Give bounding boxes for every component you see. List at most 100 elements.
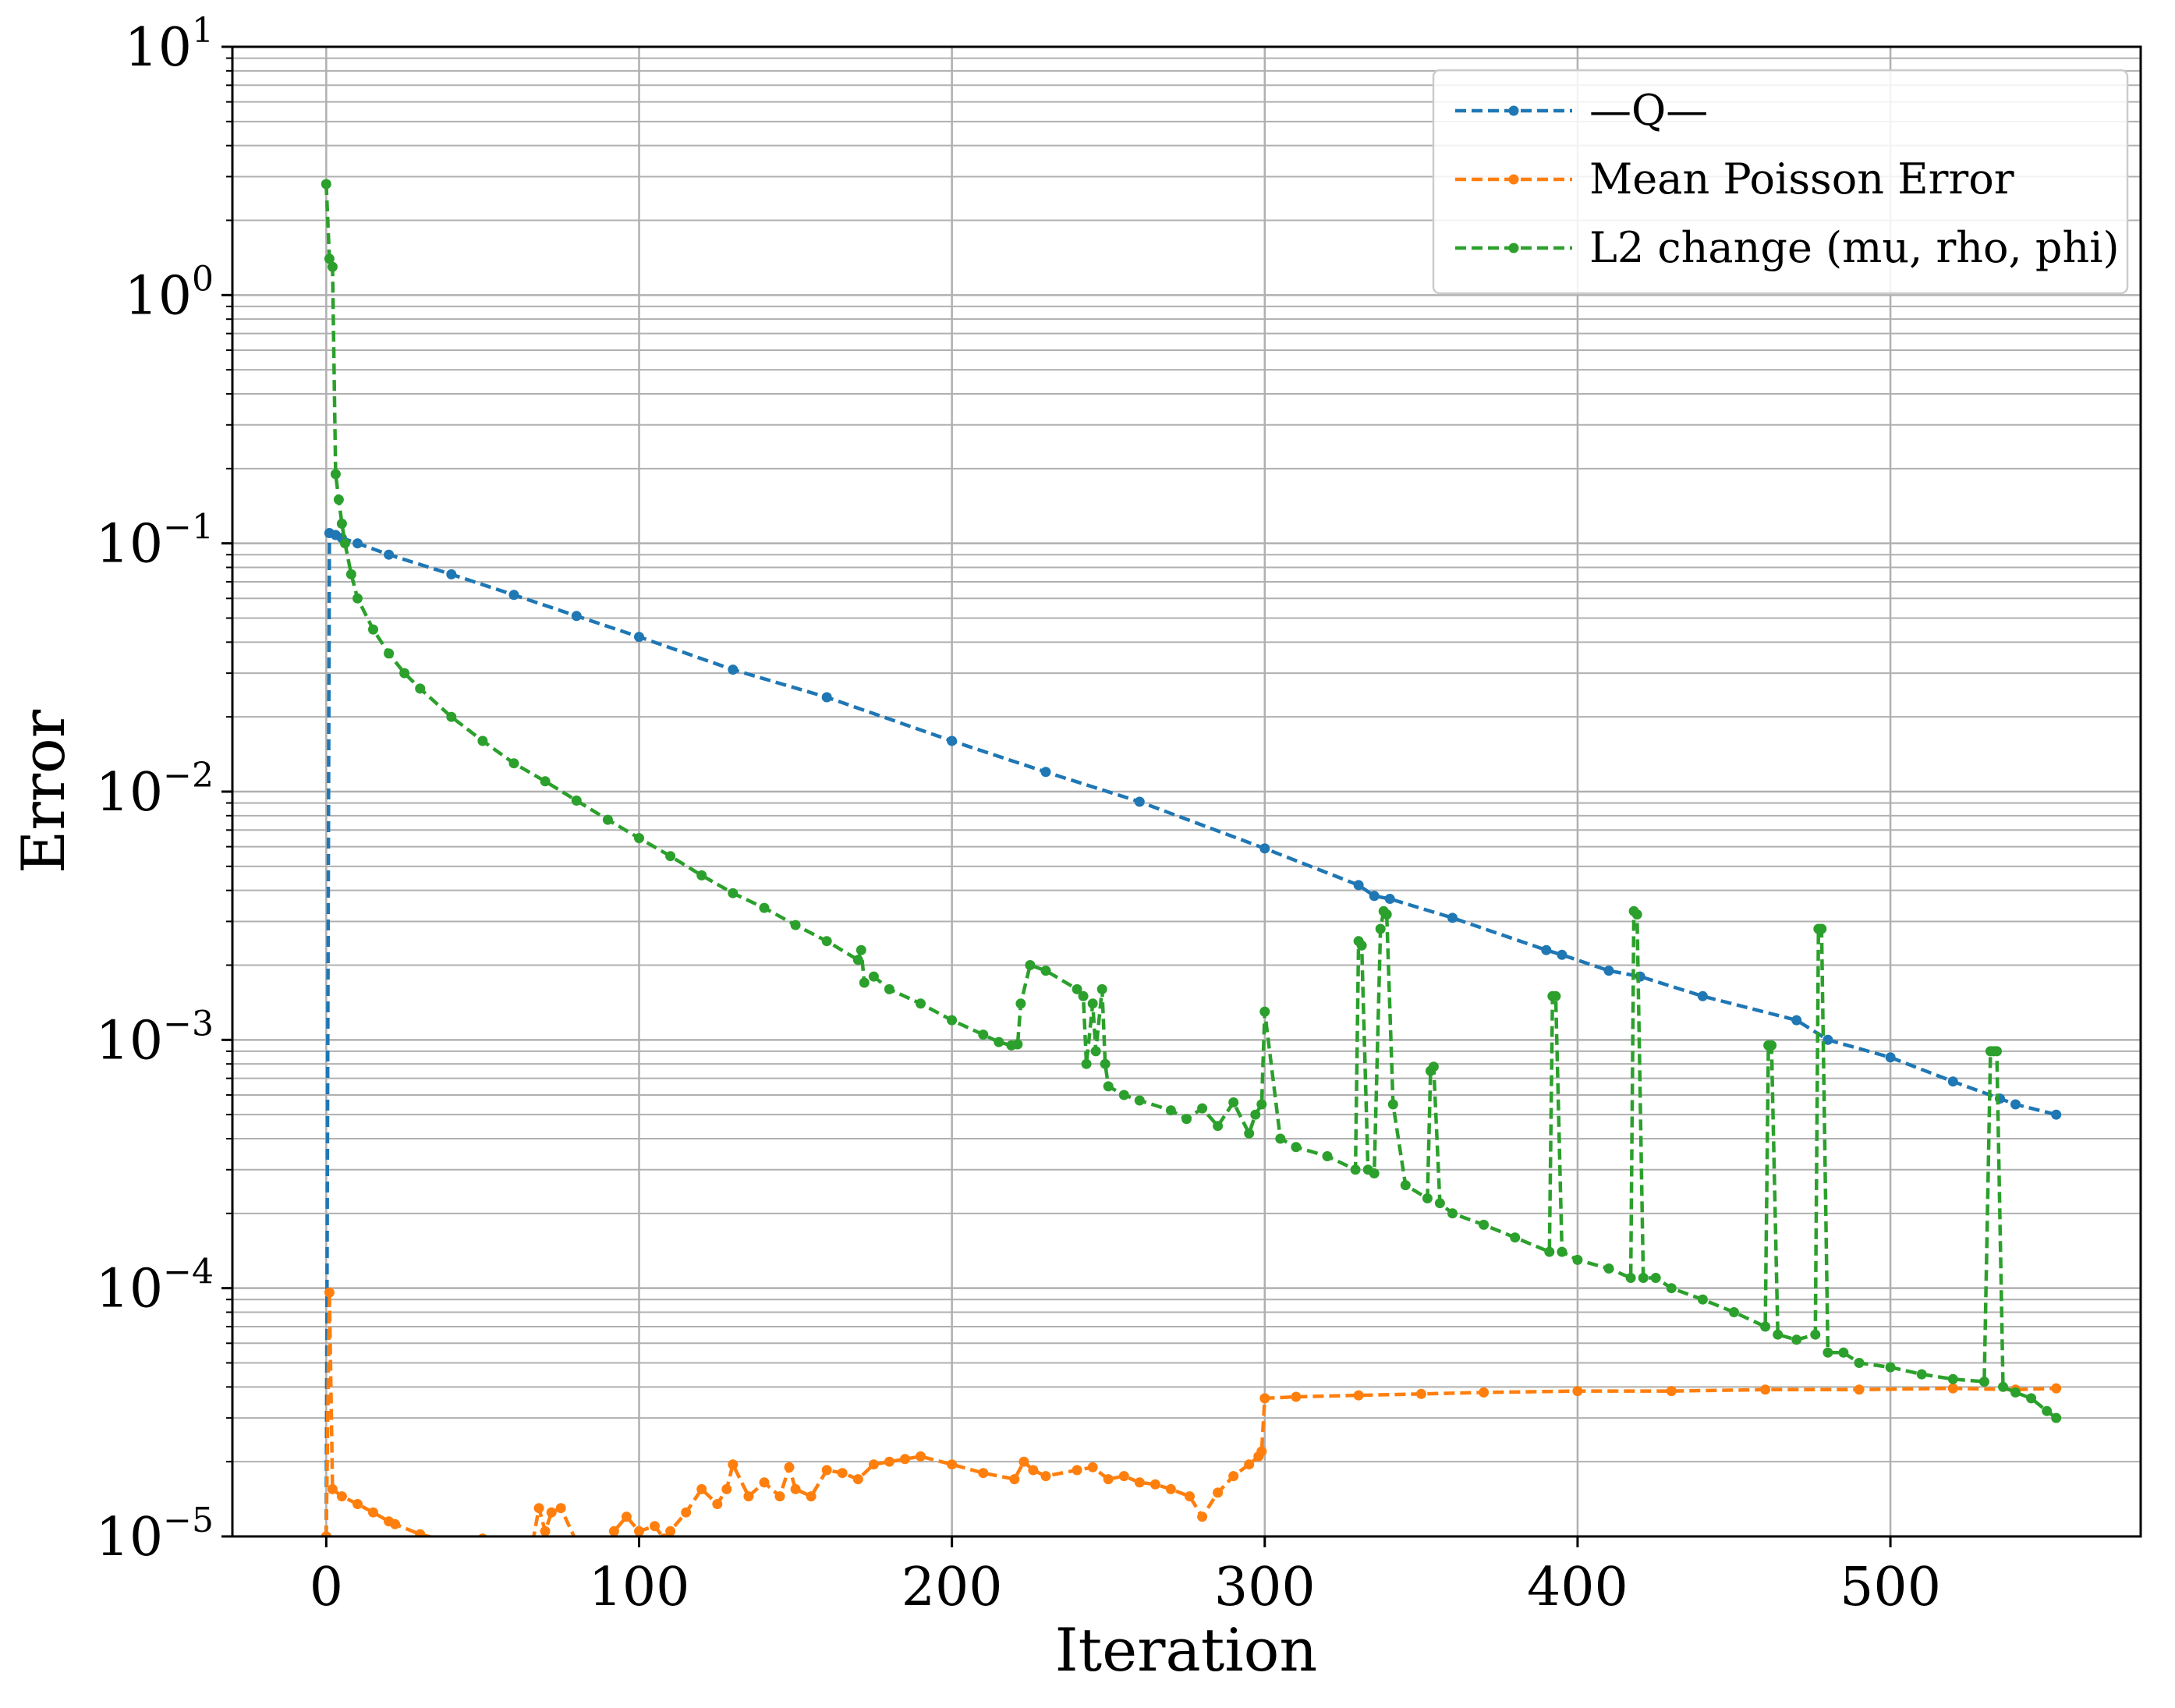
data-point — [1259, 1393, 1270, 1404]
data-point — [1434, 1198, 1445, 1209]
data-point — [1103, 1474, 1114, 1485]
x-tick-label: 200 — [902, 1557, 1003, 1618]
y-tick-exponent: −2 — [163, 756, 214, 796]
data-point — [1350, 1164, 1361, 1175]
data-point — [1603, 966, 1614, 976]
data-point — [336, 519, 347, 529]
data-point — [634, 632, 644, 643]
data-point — [1090, 1046, 1101, 1057]
data-point — [1557, 949, 1567, 960]
data-point — [1087, 1462, 1098, 1472]
legend-item-1: Mean Poisson Error — [1455, 154, 2014, 204]
data-point — [784, 1462, 795, 1472]
data-point — [1134, 1095, 1145, 1106]
data-point — [978, 1029, 989, 1040]
data-point — [2051, 1383, 2062, 1394]
data-point — [1244, 1128, 1255, 1139]
data-point — [330, 469, 341, 480]
series-1 — [321, 1287, 2062, 1536]
y-axis-label: Error — [9, 709, 78, 873]
data-point — [368, 1507, 378, 1518]
legend: —Q— Mean Poisson Error L2 change (mu, rho,… — [1432, 69, 2129, 295]
data-point — [546, 1507, 557, 1518]
data-point — [821, 1465, 832, 1476]
data-point — [1557, 1246, 1567, 1257]
data-point — [415, 1529, 426, 1536]
data-point — [1322, 1151, 1333, 1161]
data-point — [1428, 1061, 1439, 1072]
data-point — [352, 593, 363, 604]
x-tick-label: 500 — [1840, 1557, 1941, 1618]
data-point — [477, 735, 488, 746]
data-point — [345, 569, 356, 579]
data-point — [384, 549, 395, 560]
data-point — [806, 1491, 817, 1502]
data-point — [1978, 1377, 1989, 1387]
legend-item-2: L2 change (mu, rho, phi) — [1455, 223, 2120, 272]
data-point — [1816, 923, 1827, 934]
legend-box — [1432, 69, 2129, 295]
data-point — [900, 1454, 910, 1465]
data-point — [743, 1491, 754, 1502]
data-point — [555, 1503, 566, 1514]
data-point — [1760, 1384, 1771, 1395]
data-point — [1854, 1358, 1865, 1368]
data-point — [327, 1483, 338, 1494]
data-point — [1197, 1103, 1208, 1114]
data-point — [336, 1491, 347, 1502]
data-point — [1250, 1109, 1261, 1120]
data-point — [1760, 1321, 1771, 1332]
data-point — [1165, 1105, 1176, 1116]
data-point — [602, 814, 613, 825]
data-point — [327, 261, 338, 272]
data-point — [446, 569, 457, 579]
data-point — [1541, 944, 1552, 955]
data-point — [1885, 1362, 1896, 1373]
data-point — [1479, 1387, 1490, 1398]
data-point — [1081, 1058, 1092, 1069]
data-point — [1666, 1386, 1677, 1397]
data-point — [837, 1468, 848, 1479]
data-point — [1625, 1273, 1636, 1283]
legend-label: —Q— — [1589, 86, 1708, 135]
x-tick-label: 400 — [1527, 1557, 1628, 1618]
data-point — [324, 1287, 335, 1298]
series-layer — [321, 179, 2062, 1536]
data-point — [947, 1459, 958, 1470]
data-point — [947, 735, 958, 746]
data-point — [446, 711, 457, 722]
data-point — [1012, 1039, 1023, 1050]
data-point — [1384, 894, 1395, 904]
data-point — [1213, 1121, 1224, 1132]
data-point — [859, 977, 870, 988]
x-axis-label: Iteration — [1055, 1615, 1318, 1685]
data-point — [1181, 1114, 1192, 1125]
data-point — [1375, 923, 1386, 934]
data-point — [1228, 1471, 1239, 1482]
data-point — [1823, 1034, 1833, 1045]
data-point — [571, 796, 582, 806]
data-point — [1118, 1471, 1129, 1482]
data-point — [1213, 1487, 1224, 1498]
y-tick-exponent: −5 — [163, 1501, 214, 1540]
data-point — [1291, 1391, 1302, 1402]
data-point — [384, 648, 395, 659]
data-point — [1766, 1040, 1777, 1051]
data-point — [333, 494, 344, 505]
data-point — [1197, 1511, 1208, 1522]
data-point — [696, 870, 707, 881]
data-point — [339, 538, 350, 549]
data-point — [728, 888, 739, 898]
data-point — [1603, 1263, 1614, 1274]
legend-marker — [1508, 243, 1519, 253]
x-tick-label: 100 — [589, 1557, 690, 1618]
data-point — [390, 1518, 401, 1529]
data-point — [852, 1474, 863, 1485]
data-point — [321, 1531, 331, 1536]
data-point — [1356, 940, 1367, 951]
data-point — [1369, 1168, 1380, 1178]
data-point — [759, 902, 770, 913]
data-point — [1015, 998, 1026, 1009]
data-point — [916, 998, 926, 1009]
